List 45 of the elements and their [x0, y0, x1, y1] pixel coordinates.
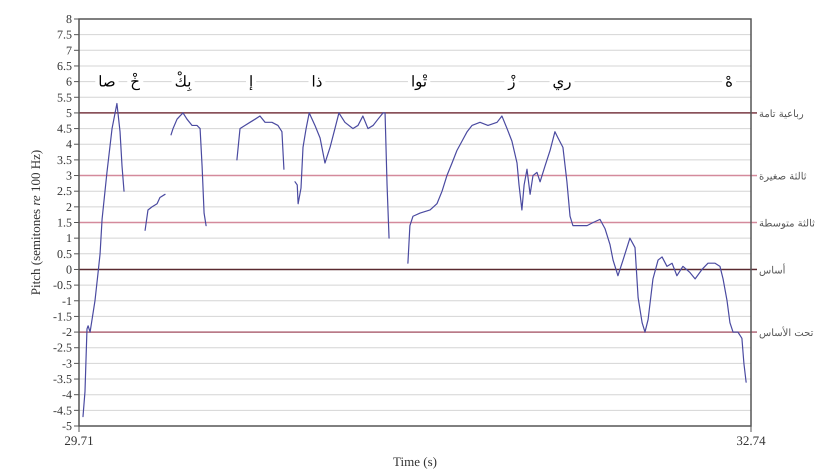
y-tick-label: 8 — [66, 12, 72, 26]
y-tick-label: -4.5 — [53, 403, 72, 418]
y-tick-label: 3 — [66, 168, 72, 183]
x-tick-label: 32.74 — [736, 433, 766, 448]
y-tick-label: 1.5 — [57, 216, 72, 230]
y-tick-label: 5 — [66, 106, 72, 120]
y-tick-label: -3 — [62, 356, 72, 370]
y-tick-label: 7.5 — [57, 28, 72, 42]
y-tick-label: 4 — [66, 137, 72, 152]
x-tick-label: 29.71 — [64, 433, 94, 448]
ref-line-label: تحت الأساس — [759, 326, 814, 340]
y-tick-label: 5.5 — [57, 90, 72, 104]
ref-line-label: ثالثة صغيرة — [759, 172, 807, 183]
annotation: خْ — [130, 72, 140, 91]
y-tick-label: -4 — [62, 388, 72, 402]
y-tick-label: 3.5 — [57, 152, 72, 167]
y-tick-label: 0 — [66, 262, 72, 276]
y-tick-label: -3.5 — [53, 372, 72, 386]
annotation: ذا — [312, 72, 322, 91]
y-tick-label: 0.5 — [57, 246, 72, 261]
y-tick-label: -2.5 — [53, 340, 72, 355]
y-tick-label: 6.5 — [57, 58, 72, 73]
y-tick-label: 2 — [66, 200, 72, 214]
ref-line-label: أساس — [759, 263, 786, 276]
annotation: هْ — [725, 72, 733, 91]
ref-line-label: رباعية تامة — [759, 108, 804, 120]
y-tick-label: -5 — [62, 419, 72, 433]
annotation: زْ — [507, 72, 516, 91]
y-tick-label: 7 — [66, 43, 72, 58]
y-tick-label: 2.5 — [57, 184, 72, 198]
annotation: إ — [249, 72, 254, 91]
ref-line-label: ثالثة متوسطة — [759, 218, 816, 230]
y-tick-label: 4.5 — [57, 122, 72, 136]
y-tick-label: -1.5 — [53, 309, 72, 324]
y-axis-title: Pitch (semitones re 100 Hz) — [28, 150, 43, 296]
y-tick-label: 6 — [66, 74, 72, 89]
annotation: صا — [98, 72, 116, 91]
annotation: بِكْ — [174, 70, 192, 92]
y-tick-label: 1 — [66, 231, 72, 246]
y-tick-label: -1 — [62, 294, 72, 308]
x-axis-title: Time (s) — [393, 454, 437, 469]
annotation: تْوا — [410, 72, 428, 91]
y-tick-label: -0.5 — [53, 278, 72, 292]
y-tick-label: -2 — [62, 325, 72, 340]
annotation: ري — [552, 72, 572, 91]
